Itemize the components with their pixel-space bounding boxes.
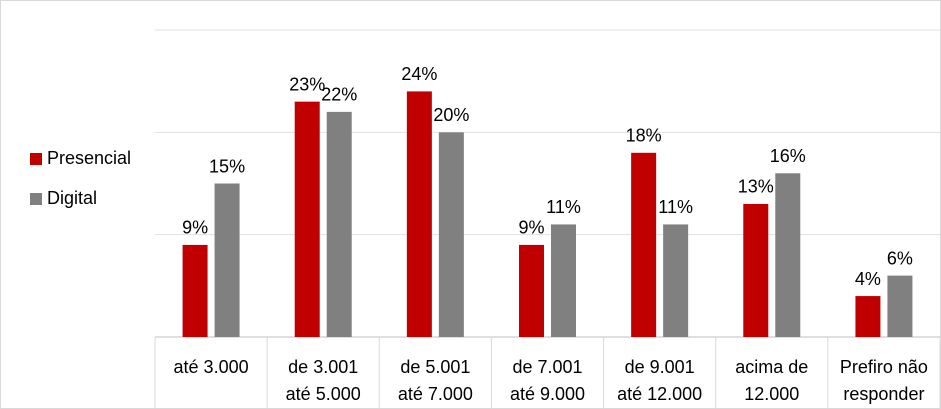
- x-tick-label: até 3.000: [174, 357, 249, 377]
- legend-swatch: [30, 193, 42, 205]
- bar: [887, 275, 913, 337]
- bar: [775, 173, 801, 337]
- bar: [438, 132, 464, 337]
- bar: [294, 101, 320, 337]
- x-tick-label: de 9.001: [625, 357, 695, 377]
- bar: [406, 91, 432, 338]
- x-tick-label: de 7.001: [512, 357, 582, 377]
- x-tick-label: até 12.000: [617, 384, 702, 404]
- data-label: 20%: [433, 105, 469, 125]
- bar: [663, 224, 689, 337]
- data-label: 22%: [321, 85, 357, 105]
- x-tick-label: de 3.001: [288, 357, 358, 377]
- x-tick-label: acima de: [735, 357, 808, 377]
- x-tick-label: até 9.000: [510, 384, 585, 404]
- x-tick-label: até 5.000: [286, 384, 361, 404]
- bar: [551, 224, 576, 337]
- data-label: 16%: [770, 146, 806, 166]
- bar: [182, 244, 208, 337]
- x-tick-label: responder: [843, 384, 924, 404]
- x-tick-label: de 5.001: [400, 357, 470, 377]
- data-label: 11%: [546, 197, 581, 217]
- data-label: 11%: [658, 197, 693, 217]
- legend-label: Digital: [47, 188, 97, 208]
- bar: [519, 244, 544, 337]
- bar: [855, 296, 881, 337]
- bar: [326, 111, 352, 337]
- bar: [214, 183, 240, 337]
- legend-label: Presencial: [47, 148, 131, 168]
- x-tick-label: 12.000: [744, 384, 799, 404]
- legend-swatch: [30, 153, 42, 165]
- data-label: 15%: [209, 156, 245, 176]
- data-label: 23%: [289, 74, 325, 94]
- data-label: 6%: [887, 248, 913, 268]
- data-label: 13%: [738, 177, 774, 197]
- data-label: 24%: [401, 64, 437, 84]
- data-label: 4%: [855, 269, 881, 289]
- x-tick-label: até 7.000: [398, 384, 473, 404]
- data-label: 18%: [626, 126, 662, 146]
- data-label: 9%: [182, 218, 208, 238]
- bar: [631, 152, 657, 337]
- x-tick-label: Prefiro não: [840, 357, 928, 377]
- data-label: 9%: [518, 218, 544, 238]
- bar: [743, 203, 769, 337]
